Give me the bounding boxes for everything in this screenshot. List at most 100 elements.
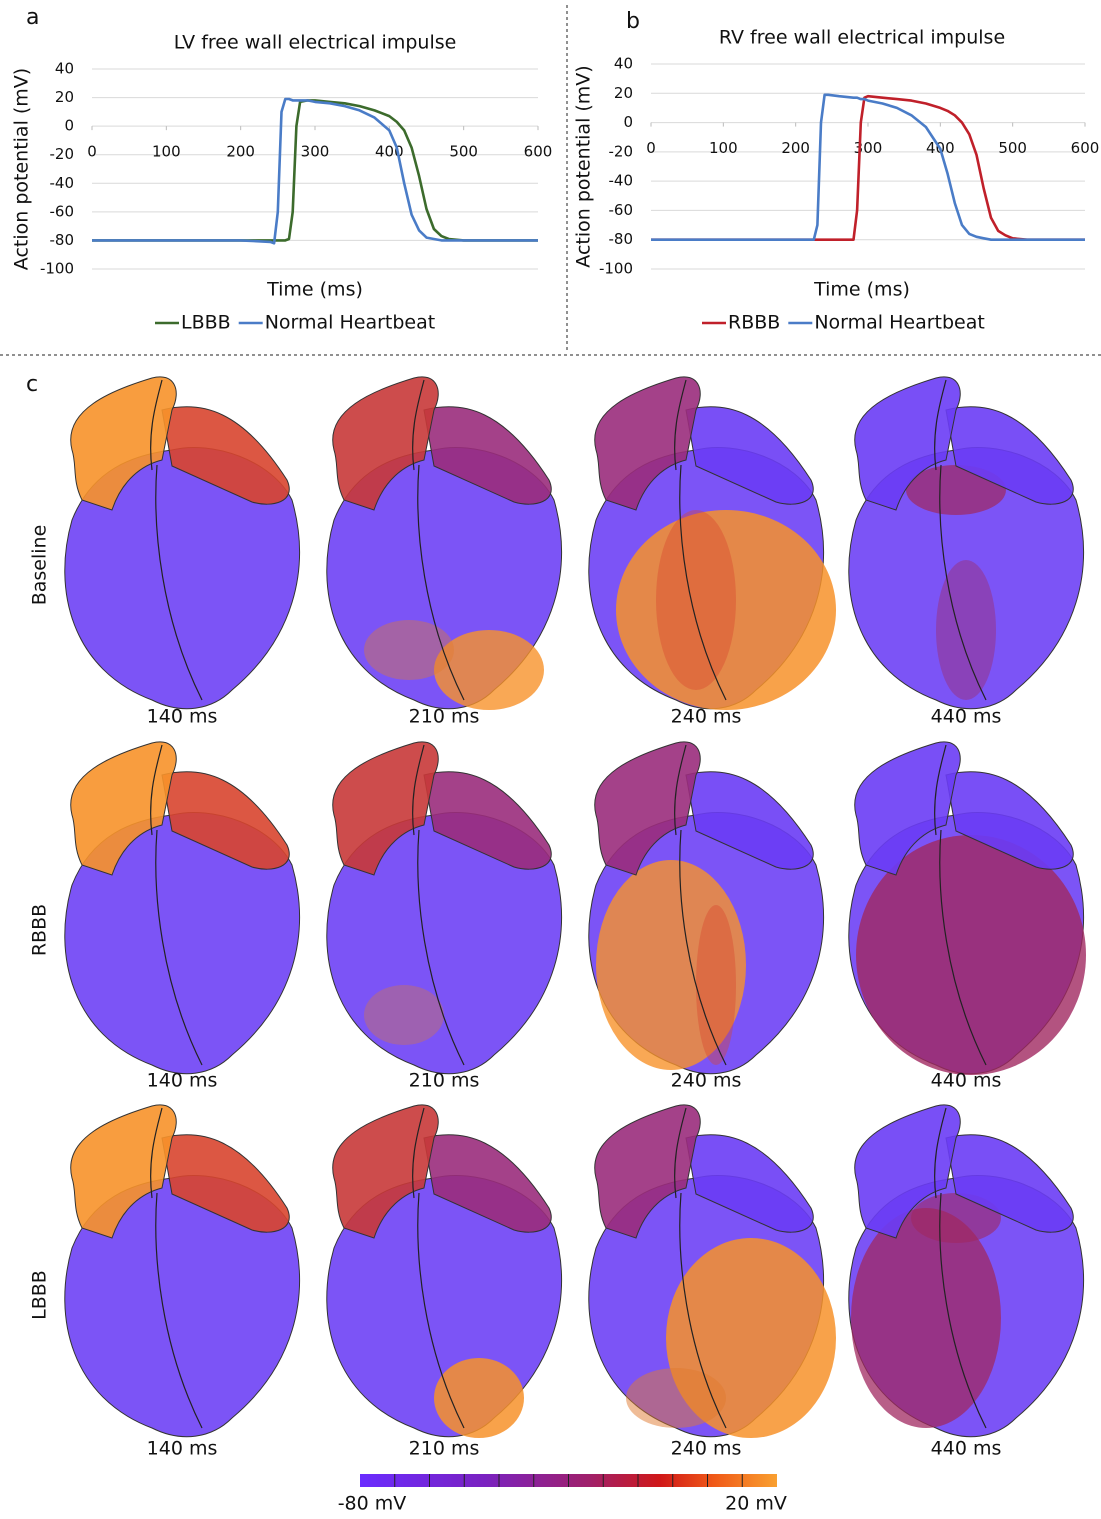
panel-label: a [26, 5, 39, 30]
chart-title: LV free wall electrical impulse [174, 32, 457, 54]
y-tick-label: 20 [614, 84, 633, 102]
septum [150, 744, 203, 1066]
right-atrium [945, 406, 1074, 505]
left-atrium [854, 1104, 961, 1239]
colorbar-label: 20 mV [725, 1493, 787, 1515]
right-atrium [161, 406, 290, 505]
time-label: 210 ms [409, 1070, 480, 1092]
legend-label: Normal Heartbeat [814, 312, 985, 334]
septum [674, 379, 727, 701]
legend-label: LBBB [181, 312, 231, 334]
heart [326, 1104, 562, 1438]
heart [588, 376, 836, 710]
activation-region [434, 630, 544, 710]
y-tick-label: -60 [609, 201, 634, 219]
septum [150, 1107, 203, 1429]
x-tick-label: 600 [1071, 139, 1100, 157]
right-atrium [945, 771, 1074, 870]
left-atrium [594, 741, 701, 876]
right-atrium [685, 771, 814, 870]
y-tick-label: 40 [614, 55, 633, 73]
septum [412, 379, 465, 701]
activation-region [696, 905, 736, 1065]
legend-label: Normal Heartbeat [265, 312, 436, 334]
activation-region [364, 985, 444, 1045]
right-atrium [161, 1134, 290, 1233]
left-atrium [70, 741, 177, 876]
activation-region [856, 835, 1086, 1075]
left-atrium [332, 376, 439, 511]
right-atrium [685, 406, 814, 505]
x-tick-label: 200 [781, 139, 810, 157]
line-series [92, 97, 538, 245]
right-atrium [423, 1134, 552, 1233]
septum [150, 379, 203, 701]
x-tick-label: 0 [87, 143, 97, 161]
row-label: Baseline [29, 525, 51, 606]
line-series [651, 94, 1085, 241]
septum [412, 744, 465, 1066]
activation-region [626, 1368, 726, 1428]
left-atrium [594, 1104, 701, 1239]
y-axis-label: Action potential (mV) [11, 68, 33, 270]
x-axis-label: Time (ms) [813, 279, 910, 301]
y-tick-label: -80 [609, 230, 634, 248]
heart [588, 741, 824, 1075]
x-tick-label: 600 [524, 143, 553, 161]
y-tick-label: -100 [599, 260, 633, 278]
ventricles [64, 446, 300, 710]
y-tick-label: -20 [50, 145, 75, 163]
activation-region [364, 620, 454, 680]
x-tick-label: 500 [449, 143, 478, 161]
right-atrium [423, 406, 552, 505]
left-atrium [332, 1104, 439, 1239]
row-label: RBBB [29, 904, 51, 956]
y-tick-label: -60 [50, 202, 75, 220]
line-series [651, 93, 1085, 241]
time-label: 240 ms [671, 706, 742, 728]
septum [674, 744, 727, 1066]
activation-region [596, 860, 746, 1070]
time-label: 440 ms [931, 706, 1002, 728]
heart [64, 741, 300, 1075]
left-atrium [332, 741, 439, 876]
septum [412, 1107, 465, 1429]
x-tick-label: 500 [998, 139, 1027, 157]
activation-region [851, 1208, 1001, 1428]
heart [848, 741, 1086, 1075]
chart-title: RV free wall electrical impulse [719, 27, 1005, 49]
x-tick-label: 100 [152, 143, 181, 161]
panel-label: b [626, 9, 640, 34]
y-tick-label: -40 [50, 174, 75, 192]
time-label: 440 ms [931, 1438, 1002, 1460]
left-atrium [594, 376, 701, 511]
time-label: 210 ms [409, 706, 480, 728]
y-tick-label: 0 [623, 113, 633, 131]
y-tick-label: -40 [609, 172, 634, 190]
y-tick-label: 40 [55, 60, 74, 78]
left-atrium [854, 376, 961, 511]
heart [848, 376, 1084, 710]
y-tick-label: -20 [609, 142, 634, 160]
right-atrium [423, 771, 552, 870]
y-tick-label: -100 [40, 260, 74, 278]
ventricles [64, 1174, 300, 1438]
time-label: 440 ms [931, 1070, 1002, 1092]
time-label: 140 ms [147, 1070, 218, 1092]
septum [934, 379, 987, 701]
time-label: 140 ms [147, 1438, 218, 1460]
x-tick-label: 0 [646, 139, 656, 157]
time-label: 210 ms [409, 1438, 480, 1460]
x-tick-label: 300 [301, 143, 330, 161]
activation-region [936, 560, 996, 700]
activation-region [434, 1358, 524, 1438]
panel-label: c [26, 372, 38, 397]
y-axis-label: Action potential (mV) [573, 65, 595, 267]
x-axis-label: Time (ms) [266, 279, 363, 301]
left-atrium [70, 376, 177, 511]
line-series [92, 99, 538, 242]
heart [588, 1104, 836, 1438]
septum [674, 1107, 727, 1429]
x-tick-label: 200 [226, 143, 255, 161]
